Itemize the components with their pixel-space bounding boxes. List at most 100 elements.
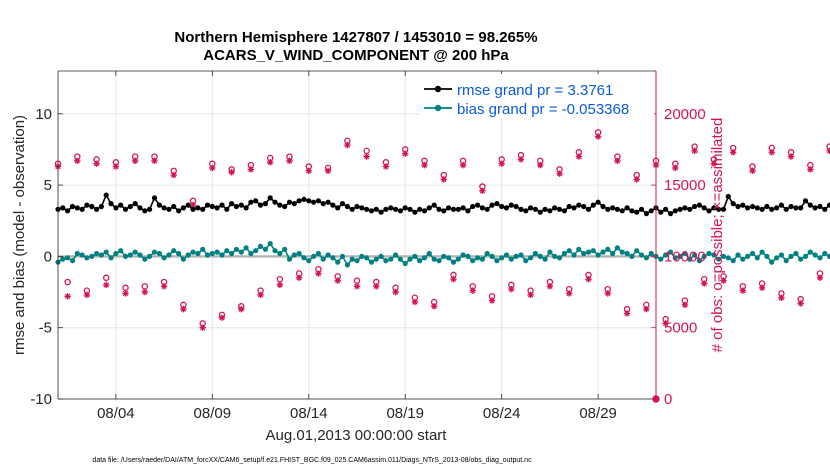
rmse-point bbox=[605, 206, 611, 212]
rmse-point bbox=[122, 206, 129, 212]
legend-rmse-label: rmse grand pr = 3.3761 bbox=[457, 82, 613, 99]
bias-point bbox=[190, 249, 196, 255]
obs-assimilated-point bbox=[807, 166, 814, 173]
rmse-point bbox=[614, 206, 621, 212]
asterisk-stroke-3 bbox=[277, 282, 283, 288]
legend-bias-marker bbox=[434, 104, 442, 112]
rmse-point bbox=[508, 202, 514, 208]
rmse-point bbox=[585, 206, 592, 212]
asterisk-stroke-3 bbox=[354, 283, 360, 290]
bias-point bbox=[151, 249, 158, 255]
rmse-point bbox=[494, 201, 500, 207]
bias-point bbox=[629, 253, 635, 259]
bias-point bbox=[368, 259, 375, 265]
rmse-point bbox=[161, 205, 167, 211]
bias-point bbox=[65, 255, 71, 261]
asterisk-stroke-3 bbox=[161, 283, 167, 290]
obs-assimilated-point bbox=[797, 300, 804, 307]
bias-point bbox=[171, 248, 177, 254]
bias-point bbox=[219, 252, 225, 258]
obs-assimilated-point bbox=[623, 310, 631, 317]
rmse-point bbox=[566, 203, 572, 210]
obs-assimilated-point bbox=[180, 305, 187, 313]
bias-point bbox=[484, 250, 490, 257]
asterisk-stroke-3 bbox=[171, 172, 177, 178]
right-tick-label-2: 10000 bbox=[664, 248, 706, 265]
rmse-point bbox=[643, 211, 650, 217]
bias-point bbox=[528, 255, 534, 261]
bias-point bbox=[610, 250, 616, 257]
obs-possible-point bbox=[64, 278, 71, 286]
bias-point bbox=[388, 256, 394, 262]
obs-assimilated-point bbox=[170, 171, 177, 179]
rmse-point bbox=[166, 206, 172, 212]
obs-assimilated-point bbox=[787, 153, 795, 160]
bias-point bbox=[441, 253, 447, 259]
bias-point bbox=[817, 255, 823, 261]
bias-point bbox=[84, 255, 90, 261]
legend-bias-label: bias grand pr = -0.053368 bbox=[457, 101, 629, 118]
x-tick-label-1: 08/09 bbox=[194, 405, 232, 422]
left-tick-label-1: -5 bbox=[39, 320, 52, 337]
asterisk-stroke-3 bbox=[566, 290, 572, 297]
obs-assimilated-point bbox=[594, 133, 602, 140]
bias-point bbox=[407, 256, 413, 262]
x-axis-label: Aug.01,2013 00:00:00 start bbox=[266, 427, 448, 444]
bias-point bbox=[147, 253, 153, 259]
bias-point bbox=[634, 248, 640, 254]
rmse-point bbox=[330, 202, 336, 208]
asterisk-stroke-3 bbox=[508, 286, 515, 292]
obs-assimilated-point bbox=[295, 274, 303, 281]
asterisk-stroke-3 bbox=[460, 162, 466, 168]
rmse-point bbox=[402, 205, 408, 211]
rmse-point bbox=[499, 203, 505, 210]
rmse-point bbox=[431, 202, 437, 208]
asterisk-stroke-3 bbox=[749, 168, 756, 174]
obs-assimilated-point bbox=[344, 141, 351, 149]
rmse-point bbox=[802, 198, 809, 204]
chart-title-line-2: ACARS_V_WIND_COMPONENT @ 200 hPa bbox=[203, 47, 509, 64]
bias-point bbox=[556, 255, 563, 261]
obs-assimilated-point bbox=[768, 149, 775, 156]
bias-point bbox=[692, 252, 698, 258]
rmse-point bbox=[171, 203, 177, 210]
asterisk-stroke-3 bbox=[498, 160, 505, 167]
rmse-point bbox=[315, 198, 321, 204]
chart-title-line-1: Northern Hemisphere 1427807 / 1453010 = … bbox=[174, 29, 537, 46]
asterisk-stroke-3 bbox=[730, 149, 736, 155]
bias-point bbox=[783, 258, 789, 264]
asterisk-stroke-3 bbox=[325, 168, 331, 174]
obs-assimilated-point bbox=[334, 277, 341, 284]
rmse-point bbox=[368, 208, 375, 214]
asterisk-stroke-3 bbox=[711, 160, 717, 167]
bias-point bbox=[378, 253, 384, 259]
obs-assimilated-point bbox=[691, 147, 698, 155]
rmse-point bbox=[788, 203, 794, 210]
rmse-point bbox=[147, 206, 153, 212]
asterisk-stroke-3 bbox=[209, 165, 216, 171]
obs-assimilated-point bbox=[112, 163, 120, 170]
bias-point bbox=[706, 250, 712, 257]
bias-point bbox=[479, 256, 485, 262]
asterisk-stroke-3 bbox=[238, 306, 244, 312]
bias-point bbox=[354, 258, 360, 264]
rmse-point bbox=[682, 205, 688, 211]
obs-assimilated-point bbox=[585, 276, 592, 283]
asterisk-stroke-3 bbox=[257, 292, 264, 298]
bias-point bbox=[185, 252, 191, 258]
bias-point bbox=[431, 256, 437, 262]
rmse-point bbox=[624, 205, 630, 211]
obs-assimilated-point bbox=[276, 281, 284, 289]
obs-assimilated-point bbox=[160, 283, 168, 290]
bias-point bbox=[282, 246, 288, 252]
bias-point bbox=[537, 253, 543, 259]
bias-point bbox=[720, 253, 727, 259]
obs-assimilated-point bbox=[633, 176, 640, 183]
rmse-point bbox=[335, 205, 341, 211]
left-tick-label-2: 0 bbox=[44, 248, 52, 265]
bias-point bbox=[518, 252, 524, 258]
obs-assimilated-point bbox=[421, 161, 428, 169]
obs-assimilated-point bbox=[758, 284, 766, 291]
bias-point bbox=[243, 245, 249, 251]
